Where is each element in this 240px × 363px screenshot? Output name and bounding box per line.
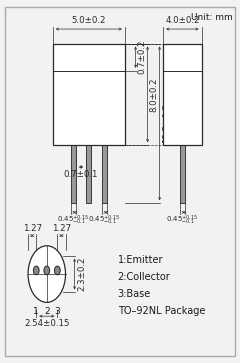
- Text: 5.0±0.2: 5.0±0.2: [72, 16, 106, 25]
- Bar: [180, 145, 185, 203]
- Text: 13.5±0.5: 13.5±0.5: [162, 103, 170, 143]
- Text: TO–92NL Package: TO–92NL Package: [118, 306, 205, 316]
- Bar: [102, 145, 107, 203]
- Text: 0.7±0.1: 0.7±0.1: [64, 170, 98, 179]
- Circle shape: [33, 266, 39, 275]
- Text: 1: 1: [33, 307, 39, 316]
- Text: 0.7±0.2: 0.7±0.2: [138, 40, 146, 74]
- Circle shape: [54, 266, 60, 275]
- Bar: [71, 145, 76, 203]
- Bar: [86, 145, 91, 203]
- Text: 3:Base: 3:Base: [118, 289, 151, 299]
- Text: 4.0±0.2: 4.0±0.2: [165, 16, 200, 25]
- Text: 8.0±0.2: 8.0±0.2: [150, 77, 159, 112]
- Text: 2.3±0.2: 2.3±0.2: [77, 257, 86, 291]
- Text: 1:Emitter: 1:Emitter: [118, 254, 163, 265]
- Text: 3: 3: [54, 307, 60, 316]
- Text: 0.45$^{+0.15}_{-0.1}$: 0.45$^{+0.15}_{-0.1}$: [88, 214, 120, 228]
- Text: 1.27: 1.27: [52, 224, 71, 233]
- Bar: [163, 44, 202, 145]
- Text: 2:Collector: 2:Collector: [118, 272, 170, 282]
- Circle shape: [44, 266, 50, 275]
- Text: 0.45$^{+0.15}_{-0.1}$: 0.45$^{+0.15}_{-0.1}$: [166, 214, 198, 228]
- Text: 2.54±0.15: 2.54±0.15: [24, 319, 70, 328]
- Text: Unit: mm: Unit: mm: [191, 13, 233, 22]
- Text: 0.45$^{+0.15}_{-0.1}$: 0.45$^{+0.15}_{-0.1}$: [57, 214, 89, 228]
- Bar: [53, 44, 125, 145]
- Circle shape: [28, 246, 66, 302]
- Text: 2: 2: [44, 307, 50, 316]
- Text: 1.27: 1.27: [23, 224, 42, 233]
